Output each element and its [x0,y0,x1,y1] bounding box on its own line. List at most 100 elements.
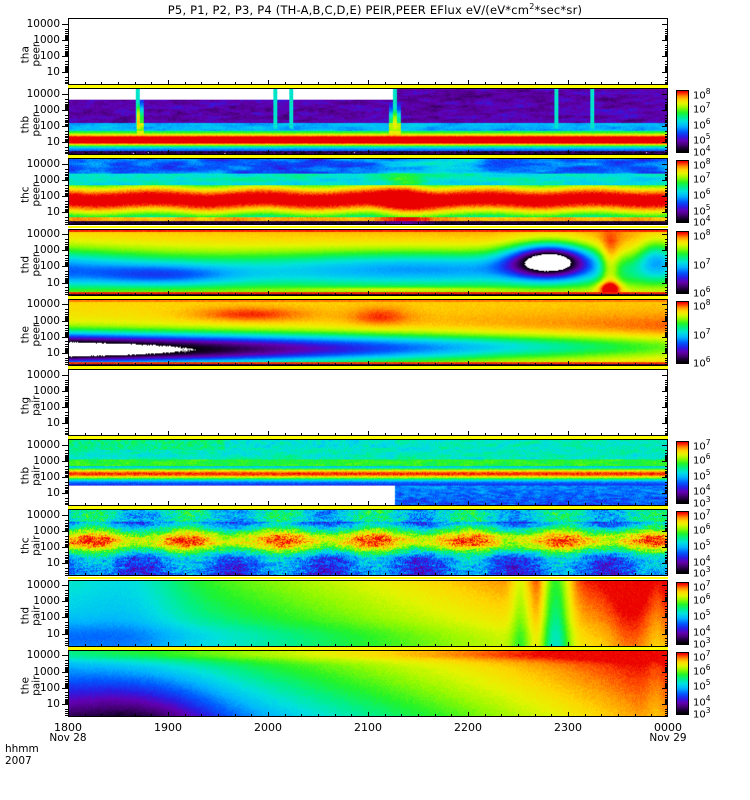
colorbar-label-base: 10 [693,638,706,650]
x-axis-minor-tick [184,643,186,647]
x-axis-minor-tick [151,643,153,647]
x-axis-minor-tick [218,152,219,156]
y-axis-minor-tick-right [665,209,668,211]
y-axis-minor-tick-right [665,476,668,478]
y-axis-tick [62,655,68,657]
y-axis-minor-tick [65,122,68,124]
x-axis-minor-tick [234,362,236,366]
y-axis-minor-tick [65,419,68,421]
y-axis-minor-tick [65,38,68,40]
y-axis-minor-tick [65,123,68,125]
x-axis-minor-tick [384,152,386,156]
y-axis-minor-tick [65,258,68,260]
x-axis-tick [468,431,469,436]
x-axis-minor-tick [434,82,436,85]
x-axis-minor-tick [518,643,519,647]
y-axis-minor-tick-right [665,65,668,67]
y-axis-minor-tick [65,470,68,472]
spectrogram-panel-thd-pair[interactable] [68,579,668,647]
y-axis-minor-tick [65,681,68,683]
y-axis-minor-tick-right [665,665,668,667]
y-axis-minor-tick-right [665,395,668,397]
y-axis-minor-tick [65,665,68,667]
x-axis-minor-tick [434,573,436,577]
x-axis-minor-tick [501,82,503,85]
x-axis-minor-tick [118,292,119,296]
x-axis-minor-tick [501,362,503,366]
x-axis-minor-tick [534,573,536,577]
y-axis-minor-tick [65,554,68,556]
x-axis-tick [468,290,469,296]
y-axis-minor-tick-right [665,277,668,279]
spectrogram-panel-thg-pair[interactable] [68,369,668,436]
x-axis-minor-tick [218,433,219,436]
x-axis-minor-tick [234,292,236,296]
x-axis-minor-tick [401,82,403,85]
x-axis-tick [568,431,569,436]
y-axis-minor-tick [65,590,68,592]
spectrogram-panel-thc-pair[interactable] [68,509,668,577]
y-axis-minor-tick-right [665,47,668,49]
y-axis-tick-label: 1000 [33,314,60,327]
colorbar-label-exponent: 7 [705,100,711,110]
x-axis-tick [268,571,269,577]
x-axis-minor-tick [251,152,253,156]
y-axis-tick-label: 10000 [26,579,60,592]
panel-separator [68,295,668,299]
y-axis-minor-tick [65,519,68,521]
x-axis-minor-tick [301,503,303,507]
y-axis-minor-tick-right [665,265,668,267]
spectrogram-panel-the-pair[interactable] [68,649,668,717]
x-axis-minor-tick [134,433,136,436]
x-axis-minor-tick [284,503,286,507]
y-axis-minor-tick-right [665,524,668,526]
y-axis-minor-tick [65,191,68,193]
y-axis-minor-tick-right [665,552,668,554]
x-axis-minor-tick [484,503,486,507]
y-axis-minor-tick-right [665,430,668,432]
colorbar-thc-pair [676,511,689,575]
y-axis-minor-tick [65,552,68,554]
y-axis-minor-tick [65,492,68,494]
y-axis-minor-tick-right [665,335,668,337]
spectrogram-panel-thb-peer[interactable] [68,88,668,156]
title-superscript: 2 [529,2,535,11]
x-axis-minor-tick [584,82,586,85]
y-axis-minor-tick-right [665,421,668,423]
heatmap-canvas-thg-pair [69,370,667,435]
y-axis-tick-right [662,460,668,462]
y-axis-minor-tick-right [665,554,668,556]
y-axis-tick-label: 10 [46,697,60,710]
y-axis-minor-tick-right [665,519,668,521]
x-axis-minor-tick [334,713,336,717]
y-axis-minor-tick-right [665,684,668,686]
y-axis-minor-tick-right [665,465,668,467]
spectrogram-panel-tha-peer[interactable] [68,18,668,85]
y-axis-minor-tick [65,124,68,126]
x-axis-tick [468,571,469,577]
y-axis-minor-tick [65,138,68,140]
y-axis-minor-tick [65,34,68,36]
x-axis-minor-tick [551,362,553,366]
spectrogram-panel-thb-pair[interactable] [68,439,668,507]
y-axis-minor-tick [65,185,68,186]
x-axis-tick-label: 2200 [433,722,503,734]
y-axis-minor-tick-right [665,149,668,151]
y-axis-minor-tick [65,405,68,407]
y-axis-tick-label: 100 [39,400,60,413]
y-axis-minor-tick [65,333,68,335]
y-axis-minor-tick-right [665,685,668,687]
spectrogram-panel-thd-peer[interactable] [68,228,668,296]
spectrogram-panel-the-peer[interactable] [68,298,668,366]
y-axis-minor-tick-right [665,344,668,346]
y-axis-minor-tick-right [665,350,668,352]
y-axis-minor-tick-right [665,246,668,248]
x-axis-minor-tick [434,643,436,647]
y-axis-minor-tick-right [665,526,668,528]
x-axis-tick [268,150,269,156]
x-axis-minor-tick [318,152,319,156]
colorbar-label-exponent: 5 [705,202,711,212]
x-axis-tick-label: 2100 [333,722,403,734]
y-axis-minor-tick-right [665,117,668,119]
spectrogram-panel-thc-peer[interactable] [68,158,668,226]
